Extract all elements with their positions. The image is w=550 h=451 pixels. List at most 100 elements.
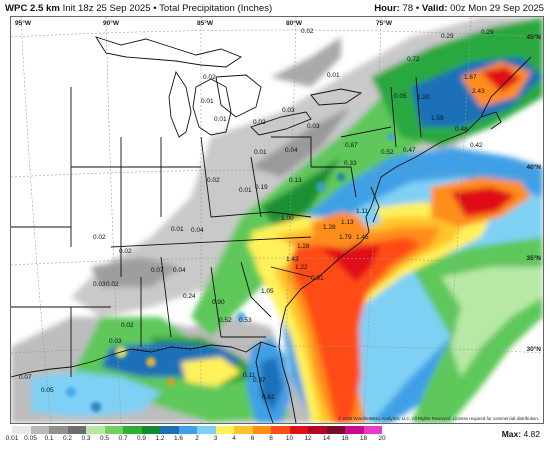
valid-time-info: Hour: 78 • Valid: 00z Mon 29 Sep 2025 [374, 3, 544, 14]
legend-swatch [271, 426, 290, 434]
point-value: 1.13 [341, 219, 354, 226]
legend-tick-label: 14 [322, 435, 331, 442]
point-value: 1.79 [339, 234, 352, 241]
precipitation-map[interactable]: 0.02 0.01 0.01 0.02 0.03 0.01 0.02 0.02 … [10, 16, 544, 424]
max-value: 4.82 [523, 429, 540, 439]
map-title: WPC 2.5 km Init 18z 25 Sep 2025 • Total … [5, 3, 272, 14]
point-value: 0.47 [403, 147, 416, 154]
lake-huron [215, 74, 262, 118]
legend-swatch [326, 426, 345, 434]
longitude-label: 80°W [286, 19, 303, 27]
lake-superior [94, 36, 242, 68]
legend-tick-label: 0.3 [81, 435, 91, 442]
legend-swatch [234, 426, 253, 434]
point-value: 0.02 [106, 281, 119, 288]
legend-swatch [104, 426, 123, 434]
latitude-labels: 45°N 40°N 35°N 30°N [526, 33, 541, 353]
gulf-coastline [11, 341, 277, 378]
legend-tick-label: 4 [232, 435, 236, 442]
legend-swatch [160, 426, 179, 434]
legend-swatch [12, 426, 31, 434]
point-value: 0.91 [311, 275, 324, 282]
point-value: 0.02 [93, 234, 106, 241]
point-value: 1.20 [417, 94, 430, 101]
point-value: 0.02 [253, 119, 266, 126]
legend-color-bar [12, 426, 382, 434]
point-value: 1.45 [356, 234, 369, 241]
valid-value: 00z Mon 29 Sep 2025 [450, 2, 544, 14]
legend-swatch [197, 426, 216, 434]
hour-value: 78 [402, 2, 414, 14]
legend-swatch [363, 426, 382, 434]
point-value: 1.28 [323, 224, 336, 231]
point-value: 0.53 [239, 317, 252, 324]
point-value: 0.07 [19, 374, 32, 381]
precip-shading [11, 17, 543, 423]
longitude-labels: 95°W 90°W 85°W 80°W 75°W [15, 19, 393, 27]
legend-swatch [86, 426, 105, 434]
legend-swatch [49, 426, 68, 434]
legend-tick-label: 0.05 [24, 435, 37, 442]
point-value: 1.05 [261, 288, 274, 295]
legend-tick-labels: 0.01 0.05 0.1 0.2 0.3 0.5 0.7 0.9 1.2 1.6 2 3 4 6 8 10 1… [6, 435, 410, 445]
point-value: 0.01 [171, 226, 184, 233]
legend-swatch [215, 426, 234, 434]
atlantic-coastline [278, 56, 532, 423]
latitude-label: 45°N [526, 33, 541, 41]
point-value: 0.62 [262, 394, 275, 401]
title-separator-2: • [415, 2, 420, 14]
legend-tick-label: 1.6 [173, 435, 184, 442]
copyright-notice: © 2025 WeatherBELL Analytics, LLC. All R… [338, 416, 539, 421]
legend-tick-label: 10 [285, 435, 294, 442]
point-value: 0.04 [285, 147, 298, 154]
longitude-label: 95°W [15, 19, 32, 27]
point-value: 1.59 [431, 115, 444, 122]
point-value: 0.87 [345, 142, 358, 149]
point-value: 0.01 [327, 72, 340, 79]
point-value: 0.03 [307, 123, 320, 130]
point-value: 0.01 [254, 149, 267, 156]
point-value: 1.28 [297, 243, 310, 250]
legend-swatch [141, 426, 160, 434]
point-value: 0.05 [41, 387, 54, 394]
legend-swatch [178, 426, 197, 434]
point-value: 0.03 [282, 107, 295, 114]
legend-swatch [345, 426, 364, 434]
point-value: 0.02 [203, 74, 216, 81]
point-value: 0.24 [183, 293, 196, 300]
point-value: 1.11 [356, 208, 369, 215]
point-value: 1.43 [286, 256, 299, 263]
latitude-label: 35°N [526, 254, 541, 262]
max-label: Max: [501, 429, 522, 439]
valid-label: Valid: [421, 2, 448, 14]
map-canvas[interactable]: 0.02 0.01 0.01 0.02 0.03 0.01 0.02 0.02 … [11, 17, 543, 423]
point-value: 0.52 [219, 317, 232, 324]
lake-michigan [168, 70, 192, 138]
point-value: 0.13 [289, 177, 302, 184]
point-value: 0.02 [121, 322, 134, 329]
point-value: 0.02 [207, 177, 220, 184]
title-bar: WPC 2.5 km Init 18z 25 Sep 2025 • Total … [0, 0, 550, 16]
legend-tick-label: 1.2 [155, 435, 165, 442]
legend-tick-label: 0.2 [62, 435, 73, 442]
legend-tick-label: 0.1 [44, 435, 54, 442]
lake-ontario [310, 88, 363, 106]
latitude-label: 30°N [526, 345, 541, 353]
legend-tick-label: 0.7 [118, 435, 128, 442]
legend-tick-label: 0.5 [99, 435, 110, 442]
point-value: 0.72 [407, 56, 420, 63]
legend-tick-label: 3 [213, 435, 218, 442]
point-value: 0.01 [201, 98, 214, 105]
legend-tick-label: 0.01 [5, 435, 19, 442]
point-value: 1.67 [464, 74, 477, 81]
point-value: 0.03 [109, 338, 122, 345]
point-value: 0.02 [301, 28, 314, 35]
legend-tick-label: 16 [341, 435, 349, 442]
point-values: 0.02 0.01 0.01 0.02 0.03 0.01 0.02 0.02 … [19, 28, 494, 401]
point-value: 0.07 [151, 267, 164, 274]
point-value: 0.90 [212, 299, 225, 306]
point-value: 0.29 [441, 33, 454, 40]
point-value: 0.03 [93, 281, 106, 288]
point-value: 2.43 [472, 88, 485, 95]
point-value: 1.22 [295, 264, 308, 271]
